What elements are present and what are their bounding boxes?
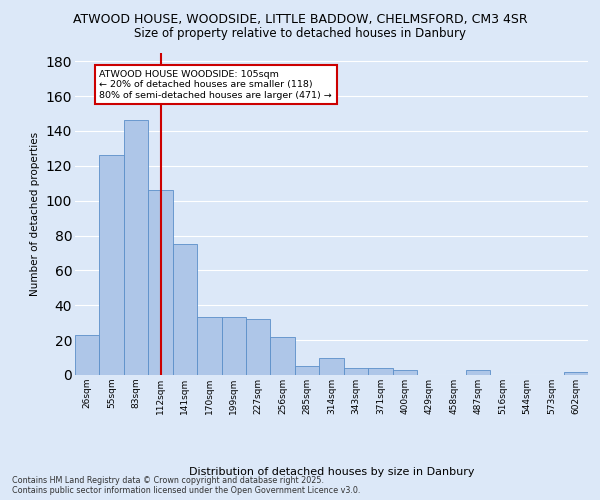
Text: ATWOOD HOUSE WOODSIDE: 105sqm
← 20% of detached houses are smaller (118)
80% of : ATWOOD HOUSE WOODSIDE: 105sqm ← 20% of d…: [100, 70, 332, 100]
Text: Size of property relative to detached houses in Danbury: Size of property relative to detached ho…: [134, 28, 466, 40]
Bar: [173, 244, 197, 375]
Bar: [124, 120, 148, 375]
Bar: [197, 318, 221, 375]
Bar: [221, 318, 246, 375]
Bar: [466, 370, 490, 375]
Bar: [246, 319, 271, 375]
Bar: [75, 335, 100, 375]
Bar: [271, 336, 295, 375]
Bar: [392, 370, 417, 375]
Bar: [344, 368, 368, 375]
Bar: [319, 358, 344, 375]
Bar: [100, 156, 124, 375]
Y-axis label: Number of detached properties: Number of detached properties: [30, 132, 40, 296]
Bar: [295, 366, 319, 375]
Text: ATWOOD HOUSE, WOODSIDE, LITTLE BADDOW, CHELMSFORD, CM3 4SR: ATWOOD HOUSE, WOODSIDE, LITTLE BADDOW, C…: [73, 12, 527, 26]
X-axis label: Distribution of detached houses by size in Danbury: Distribution of detached houses by size …: [189, 467, 474, 477]
Text: Contains HM Land Registry data © Crown copyright and database right 2025.
Contai: Contains HM Land Registry data © Crown c…: [12, 476, 361, 495]
Bar: [148, 190, 173, 375]
Bar: [368, 368, 392, 375]
Bar: [563, 372, 588, 375]
